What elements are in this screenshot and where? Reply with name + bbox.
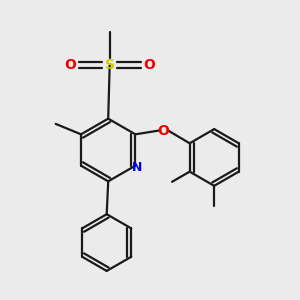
Text: O: O [64,58,76,72]
Text: O: O [158,124,169,138]
Text: S: S [105,58,115,72]
Text: O: O [143,58,155,72]
Text: N: N [132,161,142,174]
